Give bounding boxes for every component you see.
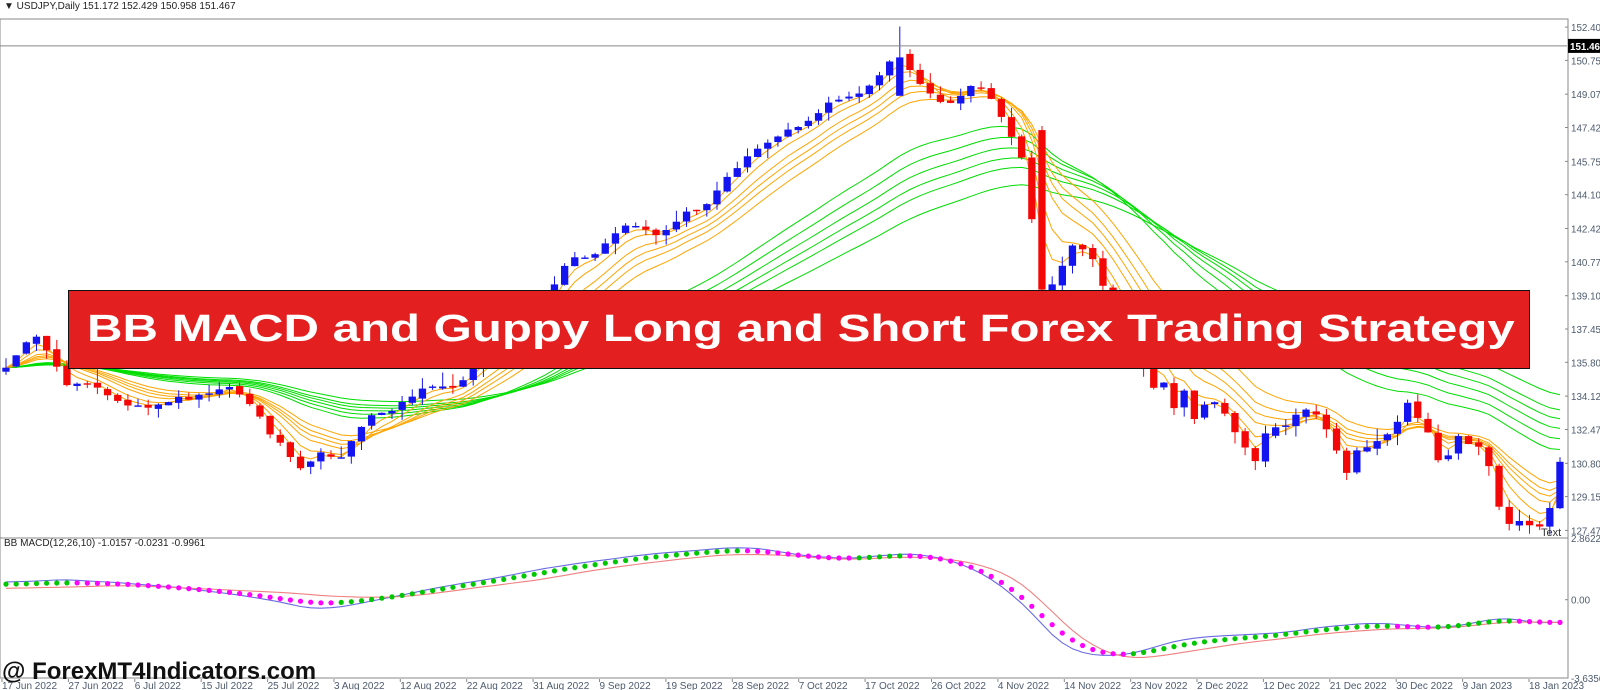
svg-text:9 Jan 2023: 9 Jan 2023 [1463, 681, 1513, 690]
svg-text:26 Oct 2022: 26 Oct 2022 [932, 681, 987, 690]
svg-text:21 Dec 2022: 21 Dec 2022 [1330, 681, 1387, 690]
svg-text:14 Nov 2022: 14 Nov 2022 [1064, 681, 1121, 690]
svg-text:137.450: 137.450 [1571, 325, 1600, 336]
svg-text:135.800: 135.800 [1571, 358, 1600, 369]
svg-text:23 Nov 2022: 23 Nov 2022 [1131, 681, 1188, 690]
svg-text:Text: Text [1541, 527, 1561, 539]
svg-text:BB MACD(12,26,10) -1.0157 -0.0: BB MACD(12,26,10) -1.0157 -0.0231 -0.996… [4, 538, 206, 549]
svg-text:150.750: 150.750 [1571, 56, 1600, 67]
svg-text:149.075: 149.075 [1571, 90, 1600, 101]
svg-text:12 Dec 2022: 12 Dec 2022 [1263, 681, 1320, 690]
svg-text:9 Sep 2022: 9 Sep 2022 [600, 681, 652, 690]
svg-text:17 Oct 2022: 17 Oct 2022 [865, 681, 920, 690]
svg-text:7 Oct 2022: 7 Oct 2022 [799, 681, 848, 690]
svg-text:2.8622: 2.8622 [1571, 534, 1600, 545]
svg-text:12 Aug 2022: 12 Aug 2022 [400, 681, 457, 690]
svg-text:0.00: 0.00 [1571, 596, 1591, 607]
svg-text:132.475: 132.475 [1571, 426, 1600, 437]
svg-text:140.775: 140.775 [1571, 258, 1600, 269]
svg-text:147.425: 147.425 [1571, 124, 1600, 135]
svg-text:139.100: 139.100 [1571, 292, 1600, 303]
svg-text:30 Dec 2022: 30 Dec 2022 [1396, 681, 1453, 690]
svg-text:129.150: 129.150 [1571, 493, 1600, 504]
svg-text:31 Aug 2022: 31 Aug 2022 [533, 681, 590, 690]
svg-text:3 Aug 2022: 3 Aug 2022 [334, 681, 385, 690]
svg-text:4 Nov 2022: 4 Nov 2022 [998, 681, 1050, 690]
svg-text:2 Dec 2022: 2 Dec 2022 [1197, 681, 1249, 690]
svg-text:130.800: 130.800 [1571, 459, 1600, 470]
svg-text:151.467: 151.467 [1570, 42, 1600, 53]
svg-text:144.100: 144.100 [1571, 191, 1600, 202]
svg-text:145.750: 145.750 [1571, 157, 1600, 168]
svg-text:142.425: 142.425 [1571, 225, 1600, 236]
svg-text:18 Jan 2023: 18 Jan 2023 [1529, 681, 1584, 690]
svg-text:28 Sep 2022: 28 Sep 2022 [732, 681, 789, 690]
svg-text:▼ USDJPY,Daily 151.172 152.42: ▼ USDJPY,Daily 151.172 152.429 150.958 1… [4, 1, 236, 12]
svg-text:134.125: 134.125 [1571, 392, 1600, 403]
svg-text:19 Sep 2022: 19 Sep 2022 [666, 681, 723, 690]
svg-text:22 Aug 2022: 22 Aug 2022 [467, 681, 524, 690]
svg-text:152.400: 152.400 [1571, 23, 1600, 34]
